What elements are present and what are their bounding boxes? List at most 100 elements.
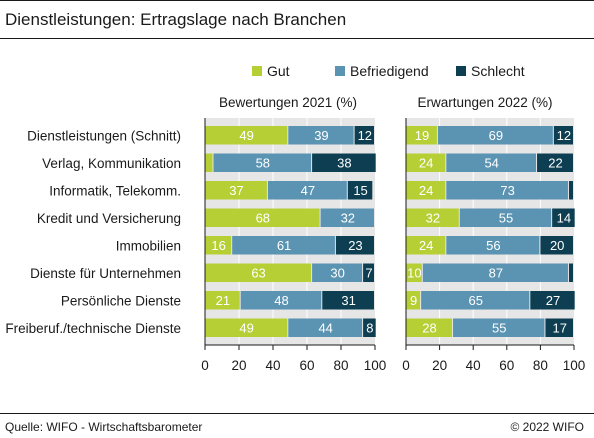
x-tick-label-bewertungen-2021-0: 0 xyxy=(201,358,209,373)
data-label-bewertungen-2021-gut-6: 63 xyxy=(251,265,265,280)
x-tick-label-bewertungen-2021-20: 20 xyxy=(231,358,246,373)
bar-erwartungen-2022-gut-2 xyxy=(406,153,446,172)
panel-title-bewertungen-2021: Bewertungen 2021 (%) xyxy=(219,95,357,110)
bar-bewertungen-2021-gut-3 xyxy=(205,181,267,200)
data-label-bewertungen-2021-befriedigend-3: 47 xyxy=(301,183,315,198)
data-label-bewertungen-2021-befriedigend-6: 30 xyxy=(330,265,344,280)
bar-erwartungen-2022-gut-1 xyxy=(406,126,437,145)
data-label-bewertungen-2021-schlecht-5: 23 xyxy=(348,238,362,253)
data-label-erwartungen-2022-befriedigend-4: 55 xyxy=(499,210,513,225)
data-label-bewertungen-2021-befriedigend-4: 32 xyxy=(341,210,355,225)
bar-bewertungen-2021-befriedigend-5 xyxy=(232,236,335,255)
data-label-erwartungen-2022-gut-4: 32 xyxy=(426,210,440,225)
legend-label-gut: Gut xyxy=(267,63,290,79)
data-label-bewertungen-2021-gut-3: 37 xyxy=(229,183,243,198)
x-tick-label-bewertungen-2021-40: 40 xyxy=(265,358,280,373)
bar-bewertungen-2021-befriedigend-4 xyxy=(320,208,374,227)
category-label-3: Informatik, Telekomm. xyxy=(49,183,181,198)
x-tick-label-erwartungen-2022-60: 60 xyxy=(499,358,514,373)
title-rule xyxy=(0,38,594,39)
data-label-erwartungen-2022-gut-1: 19 xyxy=(415,128,429,143)
bar-bewertungen-2021-befriedigend-2 xyxy=(213,153,312,172)
data-label-erwartungen-2022-schlecht-2: 22 xyxy=(548,155,562,170)
data-label-erwartungen-2022-befriedigend-8: 55 xyxy=(492,320,506,335)
x-tick-label-erwartungen-2022-20: 20 xyxy=(432,358,447,373)
category-label-8: Freiberuf./technische Dienste xyxy=(5,321,181,336)
data-label-erwartungen-2022-schlecht-8: 17 xyxy=(552,320,566,335)
copyright-note: © 2022 WIFO xyxy=(510,420,584,434)
bar-bewertungen-2021-befriedigend-7 xyxy=(240,291,322,310)
data-label-bewertungen-2021-schlecht-8: 8 xyxy=(366,320,373,335)
bar-bewertungen-2021-gut-6 xyxy=(205,263,312,282)
category-label-5: Immobilien xyxy=(116,238,181,253)
data-label-bewertungen-2021-gut-7: 21 xyxy=(216,293,230,308)
data-label-bewertungen-2021-befriedigend-1: 39 xyxy=(314,128,328,143)
panel-background-bewertungen-2021 xyxy=(205,118,375,345)
data-label-erwartungen-2022-befriedigend-1: 69 xyxy=(489,128,503,143)
bar-bewertungen-2021-befriedigend-8 xyxy=(288,318,363,337)
legend-label-schlecht: Schlecht xyxy=(471,63,525,79)
data-label-erwartungen-2022-schlecht-4: 14 xyxy=(557,210,571,225)
data-label-erwartungen-2022-gut-6: 10 xyxy=(407,265,421,280)
bar-erwartungen-2022-befriedigend-4 xyxy=(459,208,552,227)
bar-erwartungen-2022-schlecht-1 xyxy=(553,126,573,145)
bar-erwartungen-2022-gut-7 xyxy=(406,291,421,310)
bar-bewertungen-2021-schlecht-3 xyxy=(347,181,373,200)
data-label-erwartungen-2022-schlecht-1: 12 xyxy=(557,128,571,143)
bar-erwartungen-2022-gut-3 xyxy=(406,181,446,200)
bar-bewertungen-2021-gut-4 xyxy=(205,208,320,227)
bar-bewertungen-2021-befriedigend-6 xyxy=(312,263,363,282)
bar-bewertungen-2021-schlecht-1 xyxy=(354,126,374,145)
data-label-bewertungen-2021-gut-1: 49 xyxy=(239,128,253,143)
bar-bewertungen-2021-schlecht-8 xyxy=(363,318,376,337)
category-label-4: Kredit und Versicherung xyxy=(37,211,181,226)
bar-erwartungen-2022-befriedigend-2 xyxy=(446,153,537,172)
footer-rule xyxy=(0,413,594,414)
bar-bewertungen-2021-gut-2 xyxy=(205,153,213,172)
data-label-erwartungen-2022-gut-7: 9 xyxy=(410,293,417,308)
data-label-erwartungen-2022-befriedigend-6: 87 xyxy=(489,265,503,280)
bar-erwartungen-2022-gut-8 xyxy=(406,318,453,337)
data-label-erwartungen-2022-schlecht-7: 27 xyxy=(546,293,560,308)
x-tick-label-erwartungen-2022-100: 100 xyxy=(563,358,586,373)
bar-bewertungen-2021-befriedigend-3 xyxy=(267,181,347,200)
data-label-bewertungen-2021-befriedigend-5: 61 xyxy=(277,238,291,253)
category-label-1: Dienstleistungen (Schnitt) xyxy=(27,128,181,143)
bar-erwartungen-2022-befriedigend-8 xyxy=(453,318,545,337)
bar-erwartungen-2022-befriedigend-5 xyxy=(446,236,540,255)
bar-erwartungen-2022-befriedigend-3 xyxy=(446,181,568,200)
data-label-erwartungen-2022-befriedigend-5: 56 xyxy=(486,238,500,253)
data-label-bewertungen-2021-befriedigend-2: 58 xyxy=(256,155,270,170)
data-label-erwartungen-2022-befriedigend-2: 54 xyxy=(484,155,498,170)
x-tick-label-bewertungen-2021-80: 80 xyxy=(333,358,348,373)
bar-erwartungen-2022-befriedigend-1 xyxy=(437,126,553,145)
x-tick-label-erwartungen-2022-0: 0 xyxy=(402,358,410,373)
bar-erwartungen-2022-schlecht-8 xyxy=(545,318,573,337)
data-label-erwartungen-2022-gut-3: 24 xyxy=(419,183,433,198)
category-label-6: Dienste für Unternehmen xyxy=(30,266,181,281)
bar-bewertungen-2021-gut-7 xyxy=(205,291,240,310)
data-label-bewertungen-2021-schlecht-1: 12 xyxy=(358,128,372,143)
bar-erwartungen-2022-schlecht-7 xyxy=(530,291,575,310)
bar-erwartungen-2022-gut-4 xyxy=(406,208,459,227)
bar-erwartungen-2022-schlecht-3 xyxy=(568,181,573,200)
category-label-7: Persönliche Dienste xyxy=(61,293,181,308)
x-tick-label-bewertungen-2021-60: 60 xyxy=(299,358,314,373)
bar-bewertungen-2021-gut-8 xyxy=(205,318,288,337)
data-label-erwartungen-2022-schlecht-5: 20 xyxy=(550,238,564,253)
data-label-erwartungen-2022-gut-5: 24 xyxy=(419,238,433,253)
data-label-bewertungen-2021-gut-8: 49 xyxy=(239,320,253,335)
data-label-erwartungen-2022-gut-2: 24 xyxy=(419,155,433,170)
chart-title: Dienstleistungen: Ertragslage nach Branc… xyxy=(5,10,347,29)
data-label-bewertungen-2021-schlecht-7: 31 xyxy=(341,293,355,308)
bar-erwartungen-2022-befriedigend-7 xyxy=(421,291,530,310)
bar-bewertungen-2021-schlecht-2 xyxy=(312,153,376,172)
source-note: Quelle: WIFO - Wirtschaftsbarometer xyxy=(5,420,203,434)
legend-swatch-schlecht xyxy=(456,66,466,76)
bar-bewertungen-2021-befriedigend-1 xyxy=(288,126,354,145)
data-label-erwartungen-2022-befriedigend-3: 73 xyxy=(500,183,514,198)
top-border xyxy=(0,0,594,1)
x-tick-label-erwartungen-2022-40: 40 xyxy=(466,358,481,373)
bar-bewertungen-2021-schlecht-6 xyxy=(363,263,374,282)
